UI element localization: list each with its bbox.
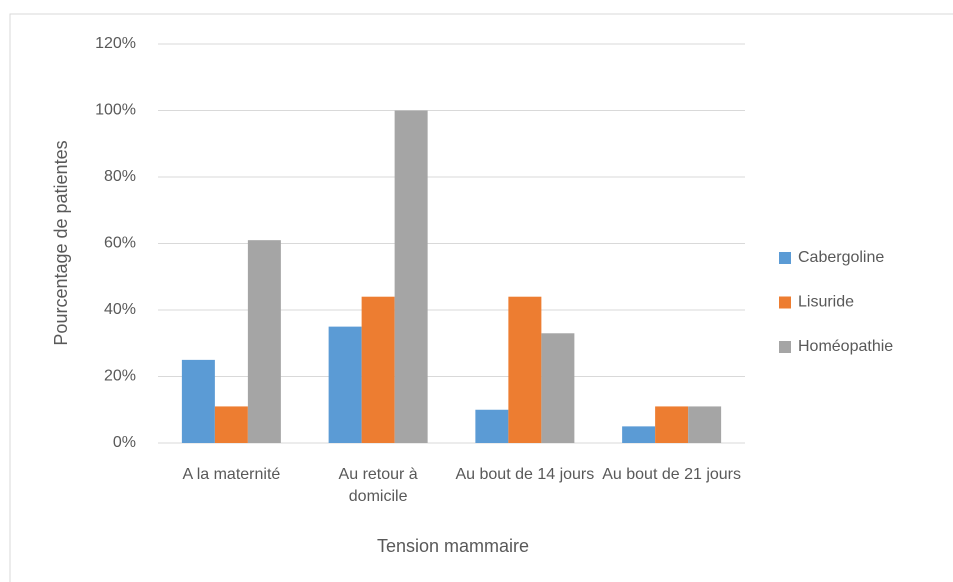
legend-label: Homéopathie: [798, 338, 893, 355]
bar: [247, 240, 281, 443]
y-tick-label: 120%: [95, 35, 136, 52]
bar: [181, 359, 215, 443]
x-tick-label: Au bout de 14 jours: [455, 466, 595, 483]
y-axis-label: Pourcentage de patientes: [51, 140, 71, 345]
chart-border: [9, 13, 953, 582]
bar: [361, 296, 395, 443]
bar: [655, 406, 689, 443]
y-tick-label: 80%: [104, 168, 136, 185]
x-tick-label: Au retour à domicile: [338, 466, 418, 505]
legend-swatch: [779, 252, 791, 264]
legend-swatch: [779, 341, 791, 353]
legend-swatch: [779, 296, 791, 309]
x-axis-label: Tension mammaire: [377, 536, 529, 556]
bar: [541, 333, 575, 443]
x-tick-label: A la maternité: [182, 466, 281, 483]
y-tick-label: 40%: [104, 301, 136, 318]
y-tick-label: 100%: [95, 102, 136, 119]
y-tick-label: 60%: [104, 235, 136, 252]
y-tick-label: 0%: [113, 434, 136, 451]
bar: [394, 110, 428, 443]
bar: [475, 409, 509, 443]
bar: [688, 406, 722, 443]
bar: [622, 426, 656, 443]
bar: [508, 296, 542, 443]
legend-label: Lisuride: [798, 294, 854, 311]
x-tick-label: Au bout de 21 jours: [602, 466, 741, 483]
bar: [328, 326, 362, 443]
bar: [214, 406, 248, 443]
y-tick-label: 20%: [104, 368, 136, 385]
legend-label: Cabergoline: [798, 249, 884, 266]
